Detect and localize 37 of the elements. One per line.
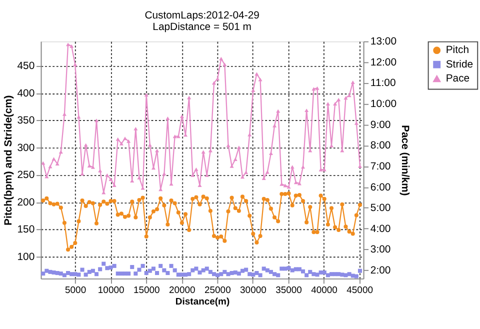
y-tick-label: 450 [17, 61, 35, 72]
y-tick-label: 100 [17, 252, 35, 263]
y2-tick-label: 4:00 [370, 224, 391, 235]
x-tick-label: 45000 [346, 285, 373, 296]
y-tick-label: 250 [17, 170, 35, 182]
y2-tick-label: 8:00 [370, 140, 391, 152]
y-axis-title: Pitch(bpm) and Stride(cm) [4, 95, 15, 226]
x-tick-label: 25000 [204, 285, 231, 296]
y2-tick-label: 3:00 [370, 244, 391, 256]
x-axis-title: Distance(m) [175, 296, 230, 308]
y2-tick-label: 9:00 [370, 120, 391, 131]
legend-label: Stride [446, 59, 474, 70]
y2-tick-label: 10:00 [370, 99, 397, 110]
y-tick-label: 150 [17, 224, 35, 236]
x-tick-label: 20000 [168, 285, 196, 296]
x-tick-label: 35000 [276, 285, 302, 296]
chart-subtitle: LapDistance = 501 m [152, 22, 252, 33]
x-tick-label: 30000 [240, 285, 266, 296]
x-tick-label: 5000 [65, 285, 86, 296]
y-tick-label: 300 [17, 142, 35, 154]
y-tick-label: 400 [17, 88, 35, 100]
y2-tick-label: 13:00 [370, 36, 397, 48]
y2-axis-title: Pace (min/km) [399, 125, 410, 196]
y2-tick-label: 12:00 [370, 57, 397, 68]
y2-tick-label: 2:00 [370, 265, 391, 276]
legend-label: Pace [446, 74, 470, 85]
y2-tick-label: 11:00 [370, 78, 396, 90]
y-tick-label: 200 [17, 197, 35, 208]
y2-tick-label: 6:00 [370, 182, 391, 194]
y-tick-label: 350 [17, 116, 35, 127]
x-tick-label: 40000 [311, 285, 338, 296]
y2-tick-label: 5:00 [370, 203, 391, 214]
x-tick-label: 15000 [133, 285, 160, 296]
y2-tick-label: 7:00 [370, 161, 391, 172]
chart-title: CustomLaps:2012-04-29 [144, 10, 260, 22]
x-tick-label: 10000 [98, 285, 124, 296]
legend-label: Pitch [446, 45, 470, 56]
